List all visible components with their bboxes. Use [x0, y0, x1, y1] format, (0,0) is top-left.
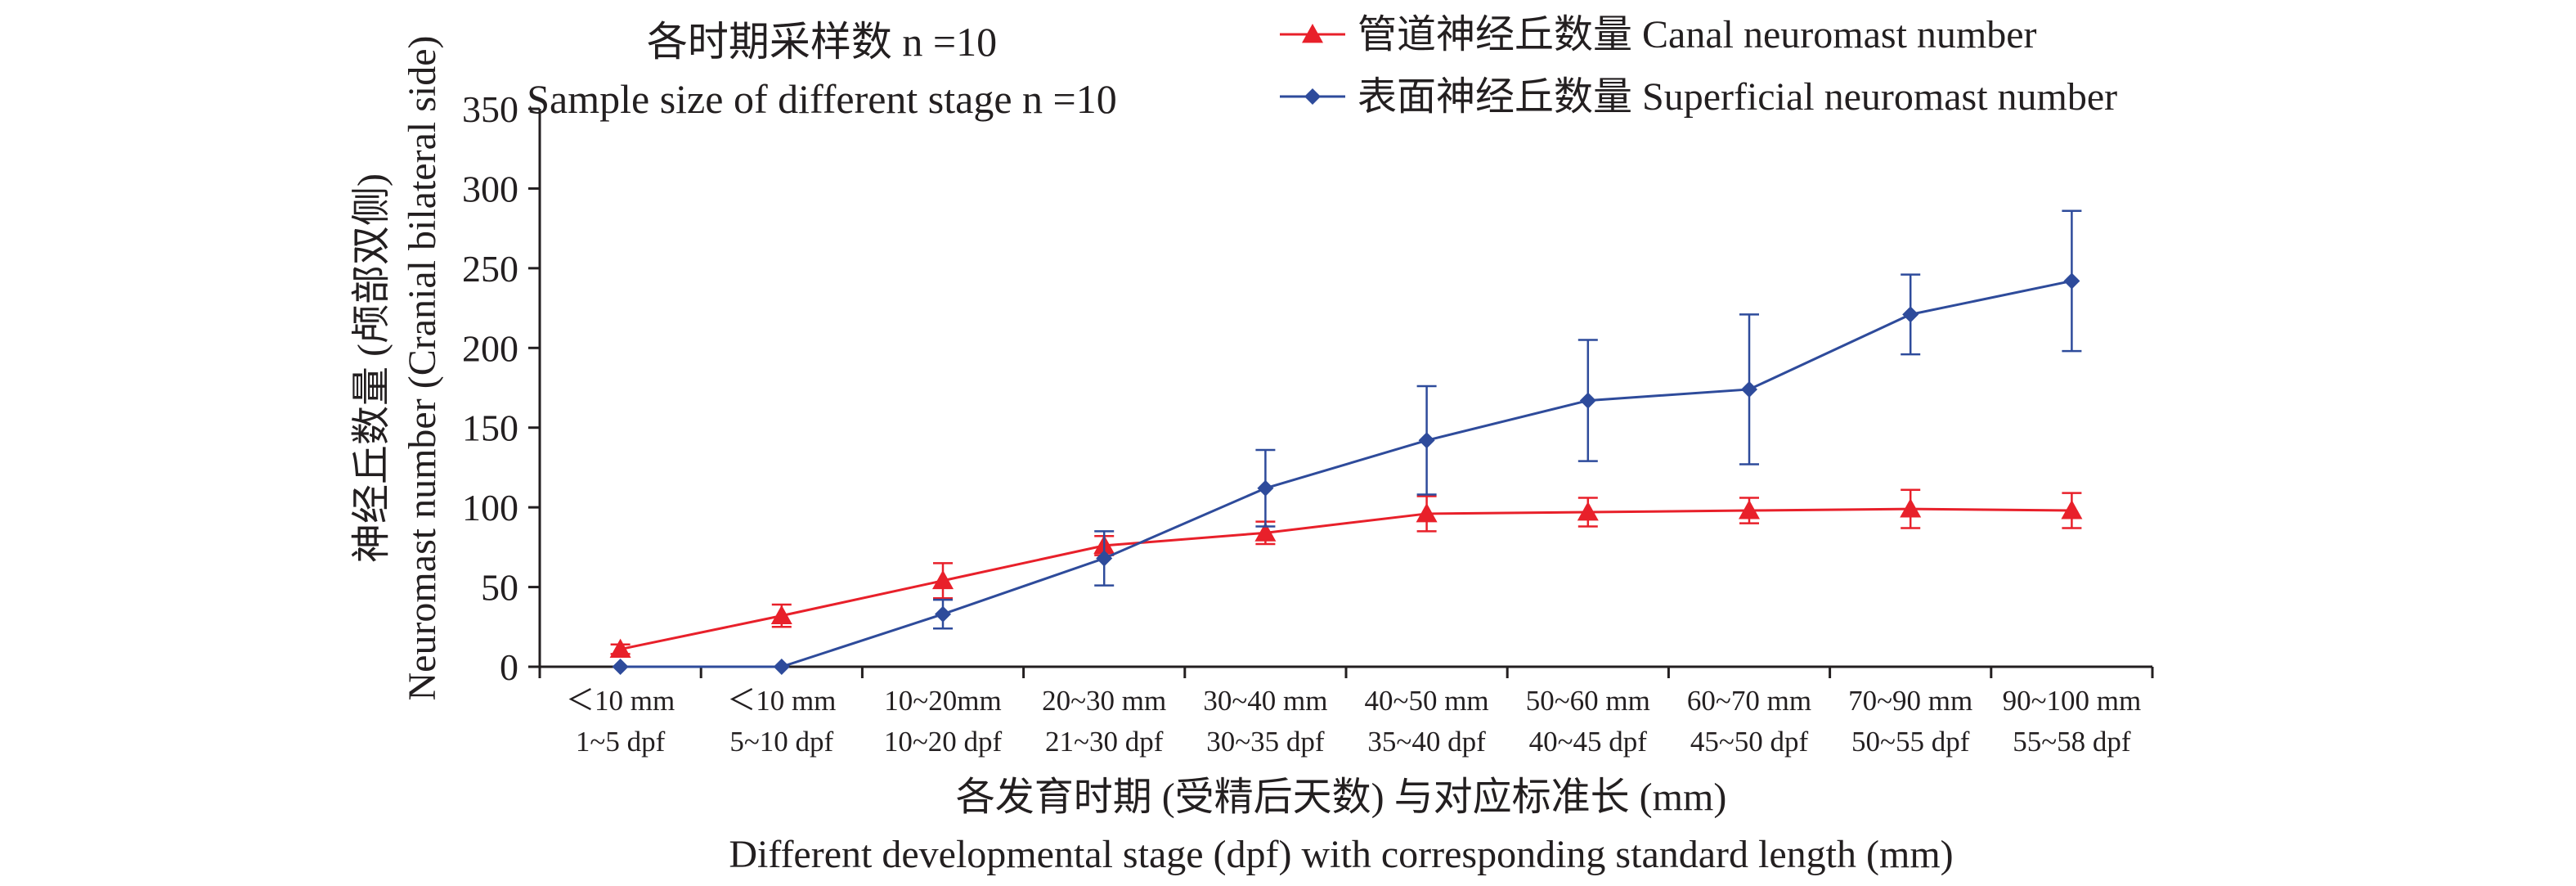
y-tick-label: 0 — [500, 646, 518, 688]
series — [609, 209, 2083, 675]
series-line — [620, 279, 2072, 668]
y-tick-label: 350 — [462, 88, 518, 130]
x-ticks: ＜10 mm 1~5 dpf ＜10 mm 5~10 dpf 10~20mm 10~20 … — [538, 667, 2154, 758]
x-tick-label-length: 50~60 mm — [1526, 685, 1650, 717]
legend-label: 表面神经丘数量 Superficial neuromast number — [1358, 75, 2117, 119]
legend-marker — [1304, 88, 1321, 105]
x-tick-label-length: 70~90 mm — [1848, 685, 1972, 717]
chart-title-line-1: 各时期采样数 n =10 — [647, 19, 997, 65]
x-tick-label-dpf: 35~40 dpf — [1367, 726, 1486, 758]
x-tick-label-dpf: 55~58 dpf — [2013, 726, 2131, 758]
x-tick-label-length: ＜10 mm — [566, 685, 675, 717]
data-point — [1902, 306, 1919, 323]
data-point — [1257, 479, 1274, 497]
series-diamond — [612, 209, 2082, 675]
y-ticks: 0 50 100 150 200 250 300 350 — [462, 88, 540, 688]
x-tick-label-dpf: 45~50 dpf — [1690, 726, 1809, 758]
data-point — [932, 569, 954, 590]
x-tick-label-dpf: 10~20 dpf — [884, 726, 1003, 758]
y-tick-label: 300 — [462, 168, 518, 209]
x-tick-label-length: 10~20mm — [884, 685, 1001, 717]
data-point — [1416, 502, 1438, 523]
x-tick-label-length: ＜10 mm — [727, 685, 836, 717]
x-tick-label-dpf: 40~45 dpf — [1529, 726, 1648, 758]
legend-item: 表面神经丘数量 Superficial neuromast number — [1280, 75, 2117, 119]
legend-marker — [1302, 24, 1323, 43]
chart-title: 各时期采样数 n =10 Sample size of different st… — [527, 19, 1117, 122]
axes — [538, 109, 2152, 668]
x-tick-label-length: 60~70 mm — [1687, 685, 1811, 717]
x-tick-label-length: 40~50 mm — [1365, 685, 1489, 717]
data-point — [1418, 432, 1435, 449]
data-point — [1096, 550, 1113, 567]
y-axis-label: 神经丘数量 (颅部双侧) Neuromast number (Cranial b… — [350, 35, 444, 700]
y-axis-label-line-1: 神经丘数量 (颅部双侧) — [350, 173, 393, 563]
y-axis-label-line-2: Neuromast number (Cranial bilateral side… — [401, 35, 444, 700]
x-tick-label-dpf: 30~35 dpf — [1206, 726, 1325, 758]
data-point — [609, 638, 631, 658]
y-tick-label: 250 — [462, 248, 518, 290]
legend: 管道神经丘数量 Canal neuromast number 表面神经丘数量 Su… — [1280, 13, 2117, 119]
data-point — [1577, 501, 1599, 521]
data-point — [612, 659, 629, 675]
series-line — [620, 507, 2072, 651]
data-point — [1579, 392, 1596, 409]
x-tick-label-dpf: 50~55 dpf — [1851, 726, 1970, 758]
y-tick-label: 100 — [462, 487, 518, 528]
data-point — [773, 659, 790, 675]
x-tick-label-dpf: 5~10 dpf — [729, 726, 833, 758]
data-point — [2063, 272, 2080, 290]
data-point — [1254, 522, 1277, 542]
x-axis-label-line-1: 各发育时期 (受精后天数) 与对应标准长 (mm) — [956, 776, 1727, 819]
x-tick-label-dpf: 1~5 dpf — [576, 726, 666, 758]
x-tick-label-length: 90~100 mm — [2003, 685, 2142, 717]
legend-item: 管道神经丘数量 Canal neuromast number — [1280, 13, 2037, 56]
legend-label: 管道神经丘数量 Canal neuromast number — [1358, 13, 2037, 56]
data-point — [2061, 500, 2083, 519]
series-triangle — [609, 488, 2083, 658]
x-axis-label: 各发育时期 (受精后天数) 与对应标准长 (mm) Different deve… — [729, 776, 1953, 876]
data-point — [1741, 380, 1757, 398]
chart-title-line-2: Sample size of different stage n =10 — [527, 76, 1117, 122]
data-point — [1900, 498, 1922, 518]
y-tick-label: 150 — [462, 407, 518, 449]
x-axis-label-line-2: Different developmental stage (dpf) with… — [729, 833, 1953, 876]
y-tick-label: 200 — [462, 327, 518, 369]
data-point — [770, 605, 792, 625]
x-tick-label-length: 20~30 mm — [1042, 685, 1166, 717]
x-tick-label-length: 30~40 mm — [1203, 685, 1327, 717]
y-tick-label: 50 — [481, 567, 518, 609]
x-tick-label-dpf: 21~30 dpf — [1045, 726, 1164, 758]
data-point — [1739, 500, 1760, 519]
data-point — [935, 605, 951, 623]
